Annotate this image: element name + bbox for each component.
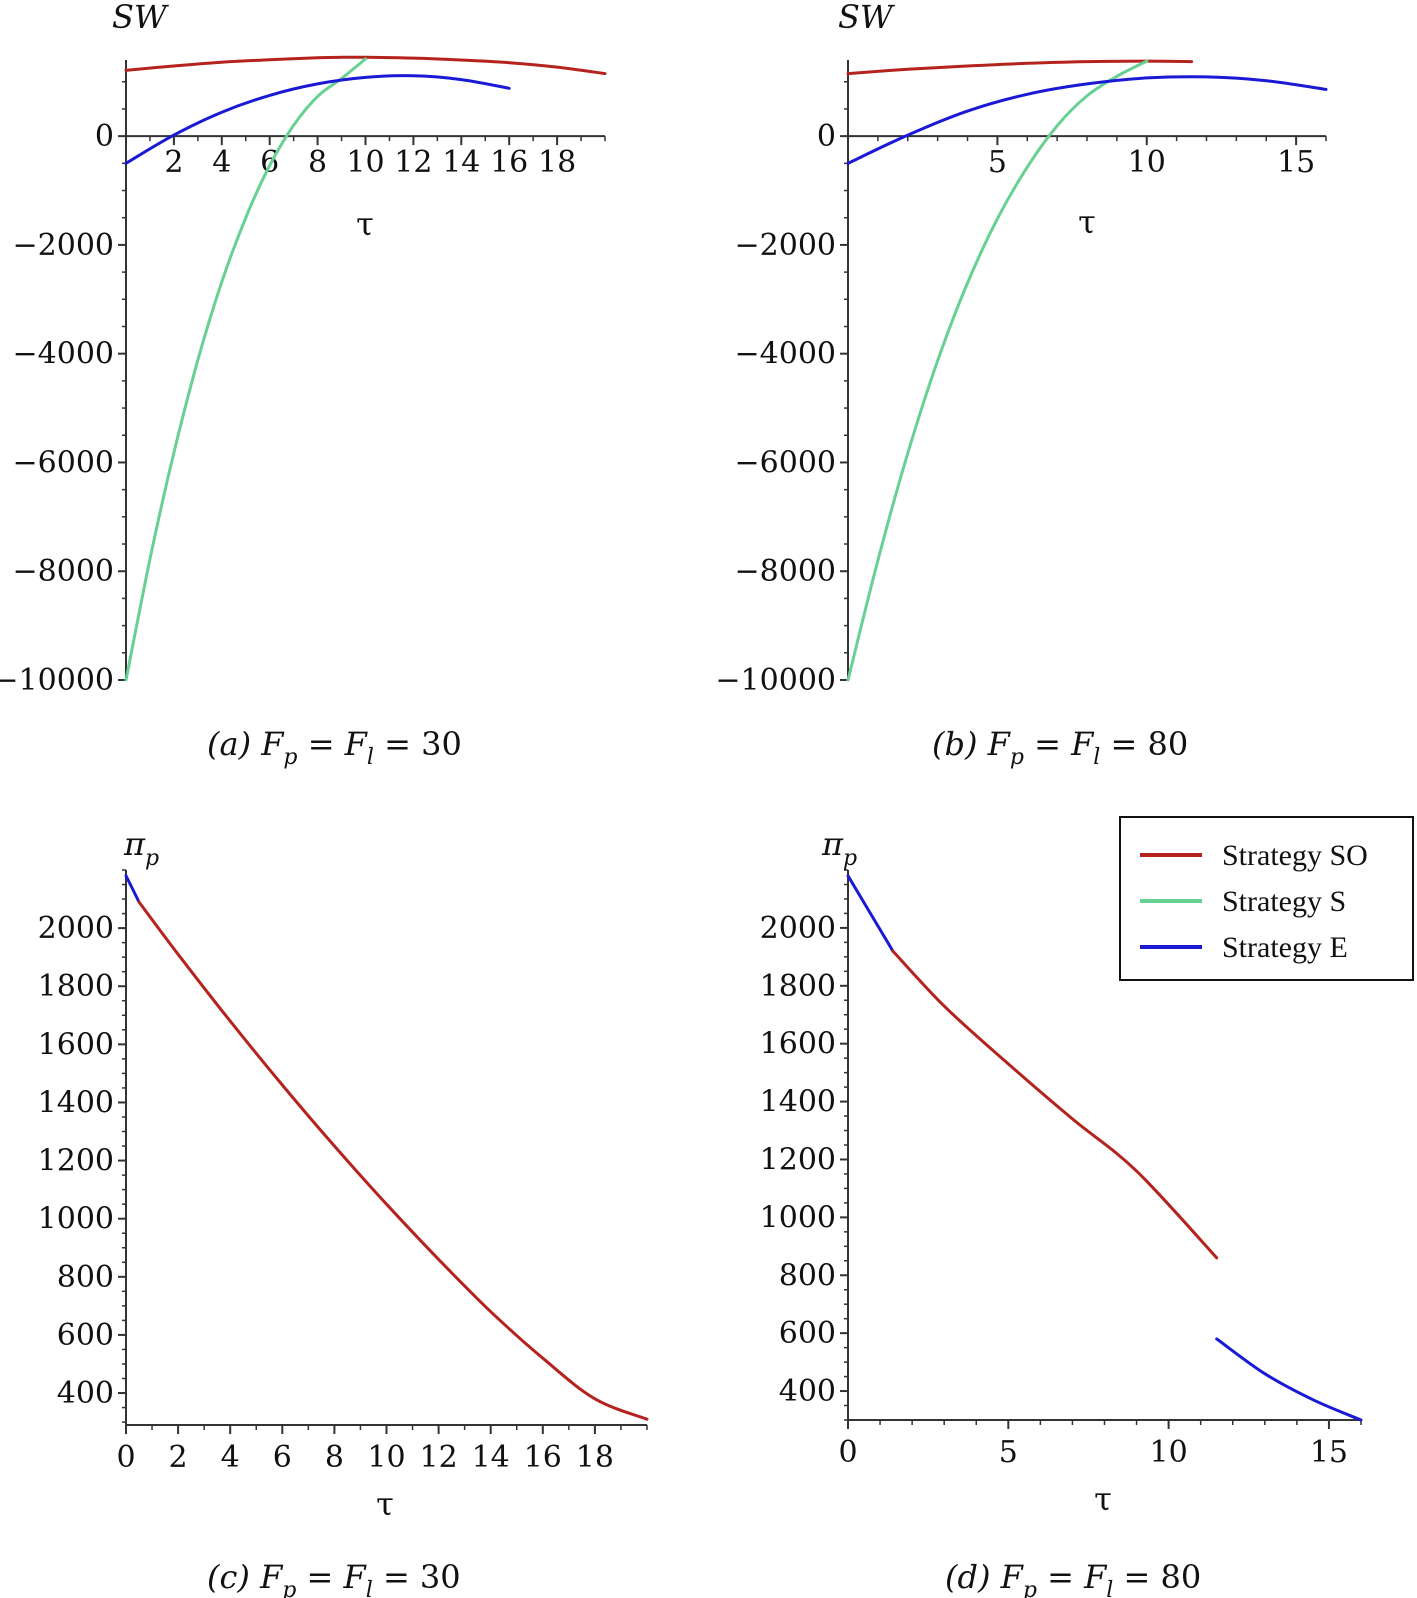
y-tick-label: −10000 [715, 663, 836, 698]
panel-caption: (c) Fp = Fl = 30 [207, 1558, 461, 1598]
y-tick-label: 1400 [38, 1085, 114, 1120]
y-tick-label: 2000 [760, 911, 836, 946]
x-tick-label: 12 [394, 145, 432, 180]
y-tick-label: −2000 [735, 228, 836, 263]
x-tick-label: 6 [273, 1440, 292, 1475]
series-line-so-0 [124, 55, 607, 76]
series-line-so-1 [137, 900, 649, 1421]
x-tick-label: 16 [490, 145, 528, 180]
x-axis-title: τ [356, 205, 374, 243]
x-tick-label: 8 [308, 145, 327, 180]
x-axis-title: τ [1094, 1480, 1112, 1518]
series-line-e-2 [1215, 1337, 1363, 1422]
x-axis-title: τ [1078, 203, 1096, 241]
x-tick-label: 10 [1128, 145, 1166, 180]
y-axis-title: SW [838, 0, 896, 36]
y-tick-label: −4000 [735, 337, 836, 372]
x-tick-label: 0 [838, 1435, 857, 1470]
y-tick-label: 1000 [38, 1202, 114, 1237]
y-tick-label: −8000 [13, 554, 114, 589]
y-axis-title: πp [821, 825, 857, 871]
series-line-e-0 [124, 874, 141, 904]
x-tick-label: 4 [212, 145, 231, 180]
y-tick-label: 600 [779, 1316, 836, 1351]
y-axis-title: SW [112, 0, 170, 36]
y-tick-label: 1200 [38, 1144, 114, 1179]
y-tick-label: 2000 [38, 911, 114, 946]
y-tick-label: −8000 [735, 554, 836, 589]
x-tick-label: 5 [999, 1435, 1018, 1470]
y-tick-label: 800 [779, 1258, 836, 1293]
y-tick-label: 1200 [760, 1142, 836, 1177]
x-tick-label: 0 [116, 1440, 135, 1475]
legend: Strategy SO Strategy S Strategy E [1119, 816, 1414, 981]
x-tick-label: 10 [346, 145, 384, 180]
y-tick-label: 800 [57, 1260, 114, 1295]
x-tick-label: 4 [221, 1440, 240, 1475]
y-tick-label: 0 [95, 119, 114, 154]
x-tick-label: 10 [367, 1440, 405, 1475]
series-line-so-1 [891, 949, 1219, 1260]
panel-caption: (d) Fp = Fl = 80 [945, 1558, 1201, 1598]
y-tick-label: −6000 [13, 445, 114, 480]
x-tick-label: 18 [538, 145, 576, 180]
series-line-s-1 [124, 57, 367, 682]
x-tick-label: 15 [1277, 145, 1315, 180]
y-tick-label: 600 [57, 1318, 114, 1353]
series-line-s-1 [846, 59, 1149, 682]
x-tick-label: 2 [164, 145, 183, 180]
legend-label-e: Strategy E [1222, 931, 1348, 964]
series-line-e-2 [846, 75, 1328, 165]
y-tick-label: 1800 [38, 969, 114, 1004]
panel-caption: (b) Fp = Fl = 80 [932, 725, 1188, 770]
y-tick-label: 400 [779, 1374, 836, 1409]
x-tick-label: 14 [442, 145, 480, 180]
x-tick-label: 2 [169, 1440, 188, 1475]
legend-label-so: Strategy SO [1222, 839, 1368, 872]
chart-panel-d: 400 600 800 1000 1200 1400 1600 1800 2000 0 5 10 15 π… [760, 825, 1363, 1598]
y-tick-label: 0 [817, 119, 836, 154]
y-tick-label: 1400 [760, 1085, 836, 1120]
legend-box [1119, 816, 1414, 981]
y-tick-label: 1800 [760, 969, 836, 1004]
chart-panel-b: 0 −2000 −4000 −6000 −8000 −10000 5 10 15 SW τ (b) F… [715, 0, 1328, 770]
y-tick-label: −4000 [13, 337, 114, 372]
x-tick-label: 8 [325, 1440, 344, 1475]
x-tick-label: 12 [420, 1440, 458, 1475]
y-tick-label: 1600 [760, 1027, 836, 1062]
y-tick-label: −6000 [735, 445, 836, 480]
chart-panel-c: 400 600 800 1000 1200 1400 1600 1800 2000 0 2 4 6 8 10… [38, 825, 649, 1598]
x-tick-label: 10 [1150, 1435, 1188, 1470]
y-tick-label: 1600 [38, 1027, 114, 1062]
y-tick-label: −2000 [13, 228, 114, 263]
x-tick-label: 15 [1310, 1435, 1348, 1470]
x-axis-title: τ [376, 1485, 394, 1523]
legend-label-s: Strategy S [1222, 885, 1346, 918]
panel-caption: (a) Fp = Fl = 30 [207, 725, 462, 770]
series-line-e-0 [846, 874, 895, 953]
y-axis-title: πp [123, 825, 159, 871]
x-tick-label: 18 [576, 1440, 614, 1475]
y-tick-label: 1000 [760, 1200, 836, 1235]
y-tick-label: 400 [57, 1376, 114, 1411]
y-tick-label: −10000 [0, 663, 114, 698]
series-line-e-2 [124, 74, 511, 165]
x-tick-label: 14 [472, 1440, 510, 1475]
x-tick-label: 16 [524, 1440, 562, 1475]
x-tick-label: 5 [988, 145, 1007, 180]
